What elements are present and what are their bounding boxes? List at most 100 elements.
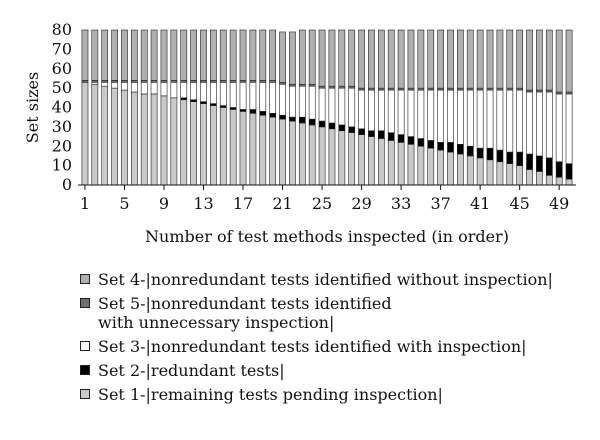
bar-segment-set1	[476, 157, 484, 186]
x-axis-label: Number of test methods inspected (in ord…	[145, 227, 509, 246]
bar-segment-set3	[130, 82, 138, 93]
x-tick-label: 1	[80, 194, 90, 213]
bar-segment-set4	[150, 29, 158, 81]
bar-segment-set4	[427, 29, 435, 89]
bar-segment-set4	[516, 29, 524, 89]
bar-segment-set1	[308, 124, 316, 186]
bar-segment-set3	[466, 89, 474, 147]
bar-segment-set4	[130, 29, 138, 81]
bar-segment-set2	[387, 132, 395, 141]
bar-segment-set4	[259, 29, 267, 81]
bar-segment-set2	[506, 151, 514, 164]
y-tick-label: 80	[52, 20, 72, 39]
bar-segment-set3	[506, 89, 514, 153]
bar-segment-set1	[536, 171, 543, 186]
bar-segment-set1	[81, 82, 89, 186]
bar-segment-set4	[536, 29, 543, 91]
bar-segment-set2	[318, 120, 326, 128]
bar-segment-set4	[486, 29, 494, 89]
y-tick-label: 30	[52, 117, 72, 136]
bar-segment-set3	[259, 82, 267, 112]
bar-segment-set1	[466, 155, 474, 186]
bar-segment-set2	[555, 161, 563, 178]
bar-segment-set4	[249, 29, 257, 81]
bar-segment-set2	[536, 155, 543, 172]
bar-segment-set1	[338, 130, 346, 186]
bar-segment-set3	[476, 89, 484, 149]
bar-segment-set3	[328, 87, 336, 124]
y-tick-label: 20	[52, 136, 72, 155]
bar-segment-set3	[496, 89, 504, 151]
bar-segment-set1	[279, 118, 286, 186]
bar-segment-set3	[447, 89, 454, 143]
bar-segment-set2	[269, 113, 277, 118]
legend-item-set5: Set 5-|nonredundant tests identified wit…	[80, 294, 580, 332]
bar-segment-set4	[81, 29, 89, 81]
bar-segment-set3	[358, 89, 365, 130]
bar-segment-set1	[140, 93, 148, 186]
bar-segment-set1	[229, 109, 237, 186]
bar-segment-set1	[526, 169, 533, 186]
bar-segment-set3	[219, 82, 227, 106]
bar-segment-set3	[338, 87, 346, 126]
bar-segment-set3	[526, 91, 533, 155]
bar-segment-set1	[417, 145, 425, 186]
legend-item-set2: Set 2-|redundant tests|	[80, 361, 580, 380]
bar-segment-set3	[545, 91, 553, 159]
bar-segment-set3	[536, 91, 543, 157]
bar-segment-set4	[368, 29, 375, 89]
y-tick-label: 10	[52, 156, 72, 175]
bar-segment-set2	[279, 114, 286, 120]
bar-segment-set1	[368, 136, 375, 186]
bar-segment-set2	[210, 103, 217, 106]
bar-segment-set2	[486, 147, 494, 161]
bar-segment-set1	[160, 95, 168, 186]
bar-segment-set3	[437, 89, 444, 143]
x-tick-label: 29	[351, 194, 371, 213]
bar-segment-set3	[200, 82, 207, 102]
bar-segment-set3	[516, 89, 524, 153]
bar-segment-set3	[377, 89, 385, 132]
bar-segment-set4	[338, 29, 346, 87]
legend-label-set4: Set 4-|nonredundant tests identified wit…	[98, 270, 553, 289]
legend-swatch-set3	[80, 341, 90, 351]
chart-legend: Set 4-|nonredundant tests identified wit…	[80, 270, 580, 409]
bar-segment-set1	[427, 147, 435, 186]
bar-segment-set3	[101, 82, 109, 87]
bar-segment-set1	[328, 128, 336, 186]
bar-segment-set3	[160, 82, 168, 97]
bar-segment-set2	[565, 163, 573, 180]
bar-segment-set1	[190, 101, 197, 186]
bar-segment-set1	[437, 149, 444, 186]
bar-segment-set1	[358, 134, 365, 186]
y-tick-label: 0	[62, 175, 72, 194]
x-tick-label: 41	[470, 194, 490, 213]
bar-segment-set2	[308, 118, 316, 126]
bar-segment-set3	[249, 82, 257, 110]
bar-segment-set3	[210, 82, 217, 104]
bar-segment-set2	[447, 142, 454, 153]
bar-segment-set3	[289, 85, 296, 118]
bar-segment-set2	[338, 124, 346, 132]
bar-segment-set4	[190, 29, 197, 81]
bar-segment-set1	[516, 165, 524, 186]
bar-segment-set3	[555, 93, 563, 163]
y-tick-label: 60	[52, 59, 72, 78]
bar-segment-set4	[170, 29, 178, 81]
bar-segment-set1	[289, 120, 296, 186]
bar-segment-set1	[91, 83, 99, 186]
x-tick-label: 49	[549, 194, 569, 213]
y-tick-label: 70	[52, 39, 72, 58]
bar-segment-set2	[476, 147, 484, 159]
bar-segment-set4	[229, 29, 237, 81]
x-tick-label: 25	[312, 194, 332, 213]
bar-segment-set4	[239, 29, 247, 81]
bar-segment-set1	[180, 99, 188, 186]
bar-segment-set2	[466, 145, 474, 157]
bar-segment-set3	[269, 82, 277, 114]
bar-segment-set4	[476, 29, 484, 89]
legend-label-set3: Set 3-|nonredundant tests identified wit…	[98, 337, 527, 356]
legend-swatch-set5	[80, 298, 90, 308]
x-tick-label: 45	[509, 194, 529, 213]
bar-segment-set3	[486, 89, 494, 149]
